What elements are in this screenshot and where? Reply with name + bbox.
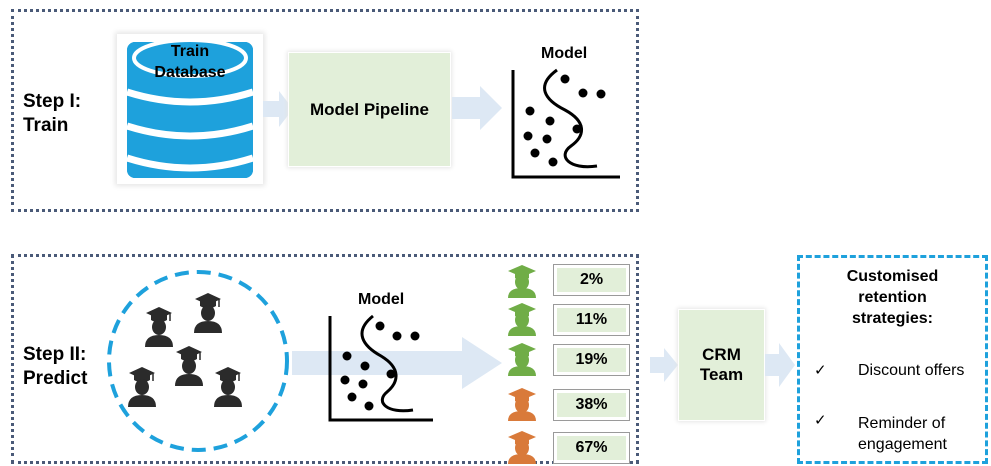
strategy-item: Discount offers [858, 362, 965, 379]
prediction-score: 38% [553, 389, 630, 421]
graduate-icon [174, 345, 204, 387]
arrow-right-icon [292, 337, 502, 389]
graduate-icon [144, 306, 174, 348]
graduate-icon [213, 366, 243, 408]
train-database [117, 34, 263, 184]
prediction-score: 67% [553, 432, 630, 464]
crm-team-box: CRM Team [679, 310, 764, 420]
prediction-score: 11% [553, 304, 630, 336]
graduate-orange-icon [508, 388, 536, 421]
graduate-icon [127, 366, 157, 408]
checkmark-icon: ✓ [814, 412, 827, 429]
model-scatter-icon [328, 314, 433, 422]
strategy-item: Reminder of engagement [858, 415, 947, 453]
arrow-right-icon [650, 348, 678, 382]
train-panel [11, 9, 639, 212]
model-scatter-icon [511, 68, 620, 179]
graduate-green-icon [508, 303, 536, 336]
step1-label: Step I: Train [23, 91, 82, 136]
graduate-orange-icon [508, 431, 536, 464]
step2-label: Step II: Predict [23, 344, 88, 389]
arrow-right-icon [452, 86, 502, 130]
model-title: Model [358, 291, 405, 308]
graduate-green-icon [508, 343, 536, 376]
retention-strategies-box: Customised retention strategies: ✓ Disco… [797, 255, 988, 464]
prediction-score: 19% [553, 344, 630, 376]
strategies-title: Customised retention strategies: [846, 268, 939, 327]
students-group [107, 270, 289, 452]
predict-panel [11, 254, 639, 464]
arrow-right-icon [263, 91, 293, 127]
model-pipeline-box: Model Pipeline [289, 53, 450, 166]
model-title: Model [541, 45, 588, 62]
graduate-green-icon [508, 265, 536, 298]
database-icon [125, 38, 255, 178]
database-label: Train Database [154, 43, 226, 81]
checkmark-icon: ✓ [814, 362, 827, 379]
prediction-score: 2% [553, 264, 630, 296]
graduate-icon [193, 292, 223, 334]
arrow-right-icon [765, 343, 795, 387]
